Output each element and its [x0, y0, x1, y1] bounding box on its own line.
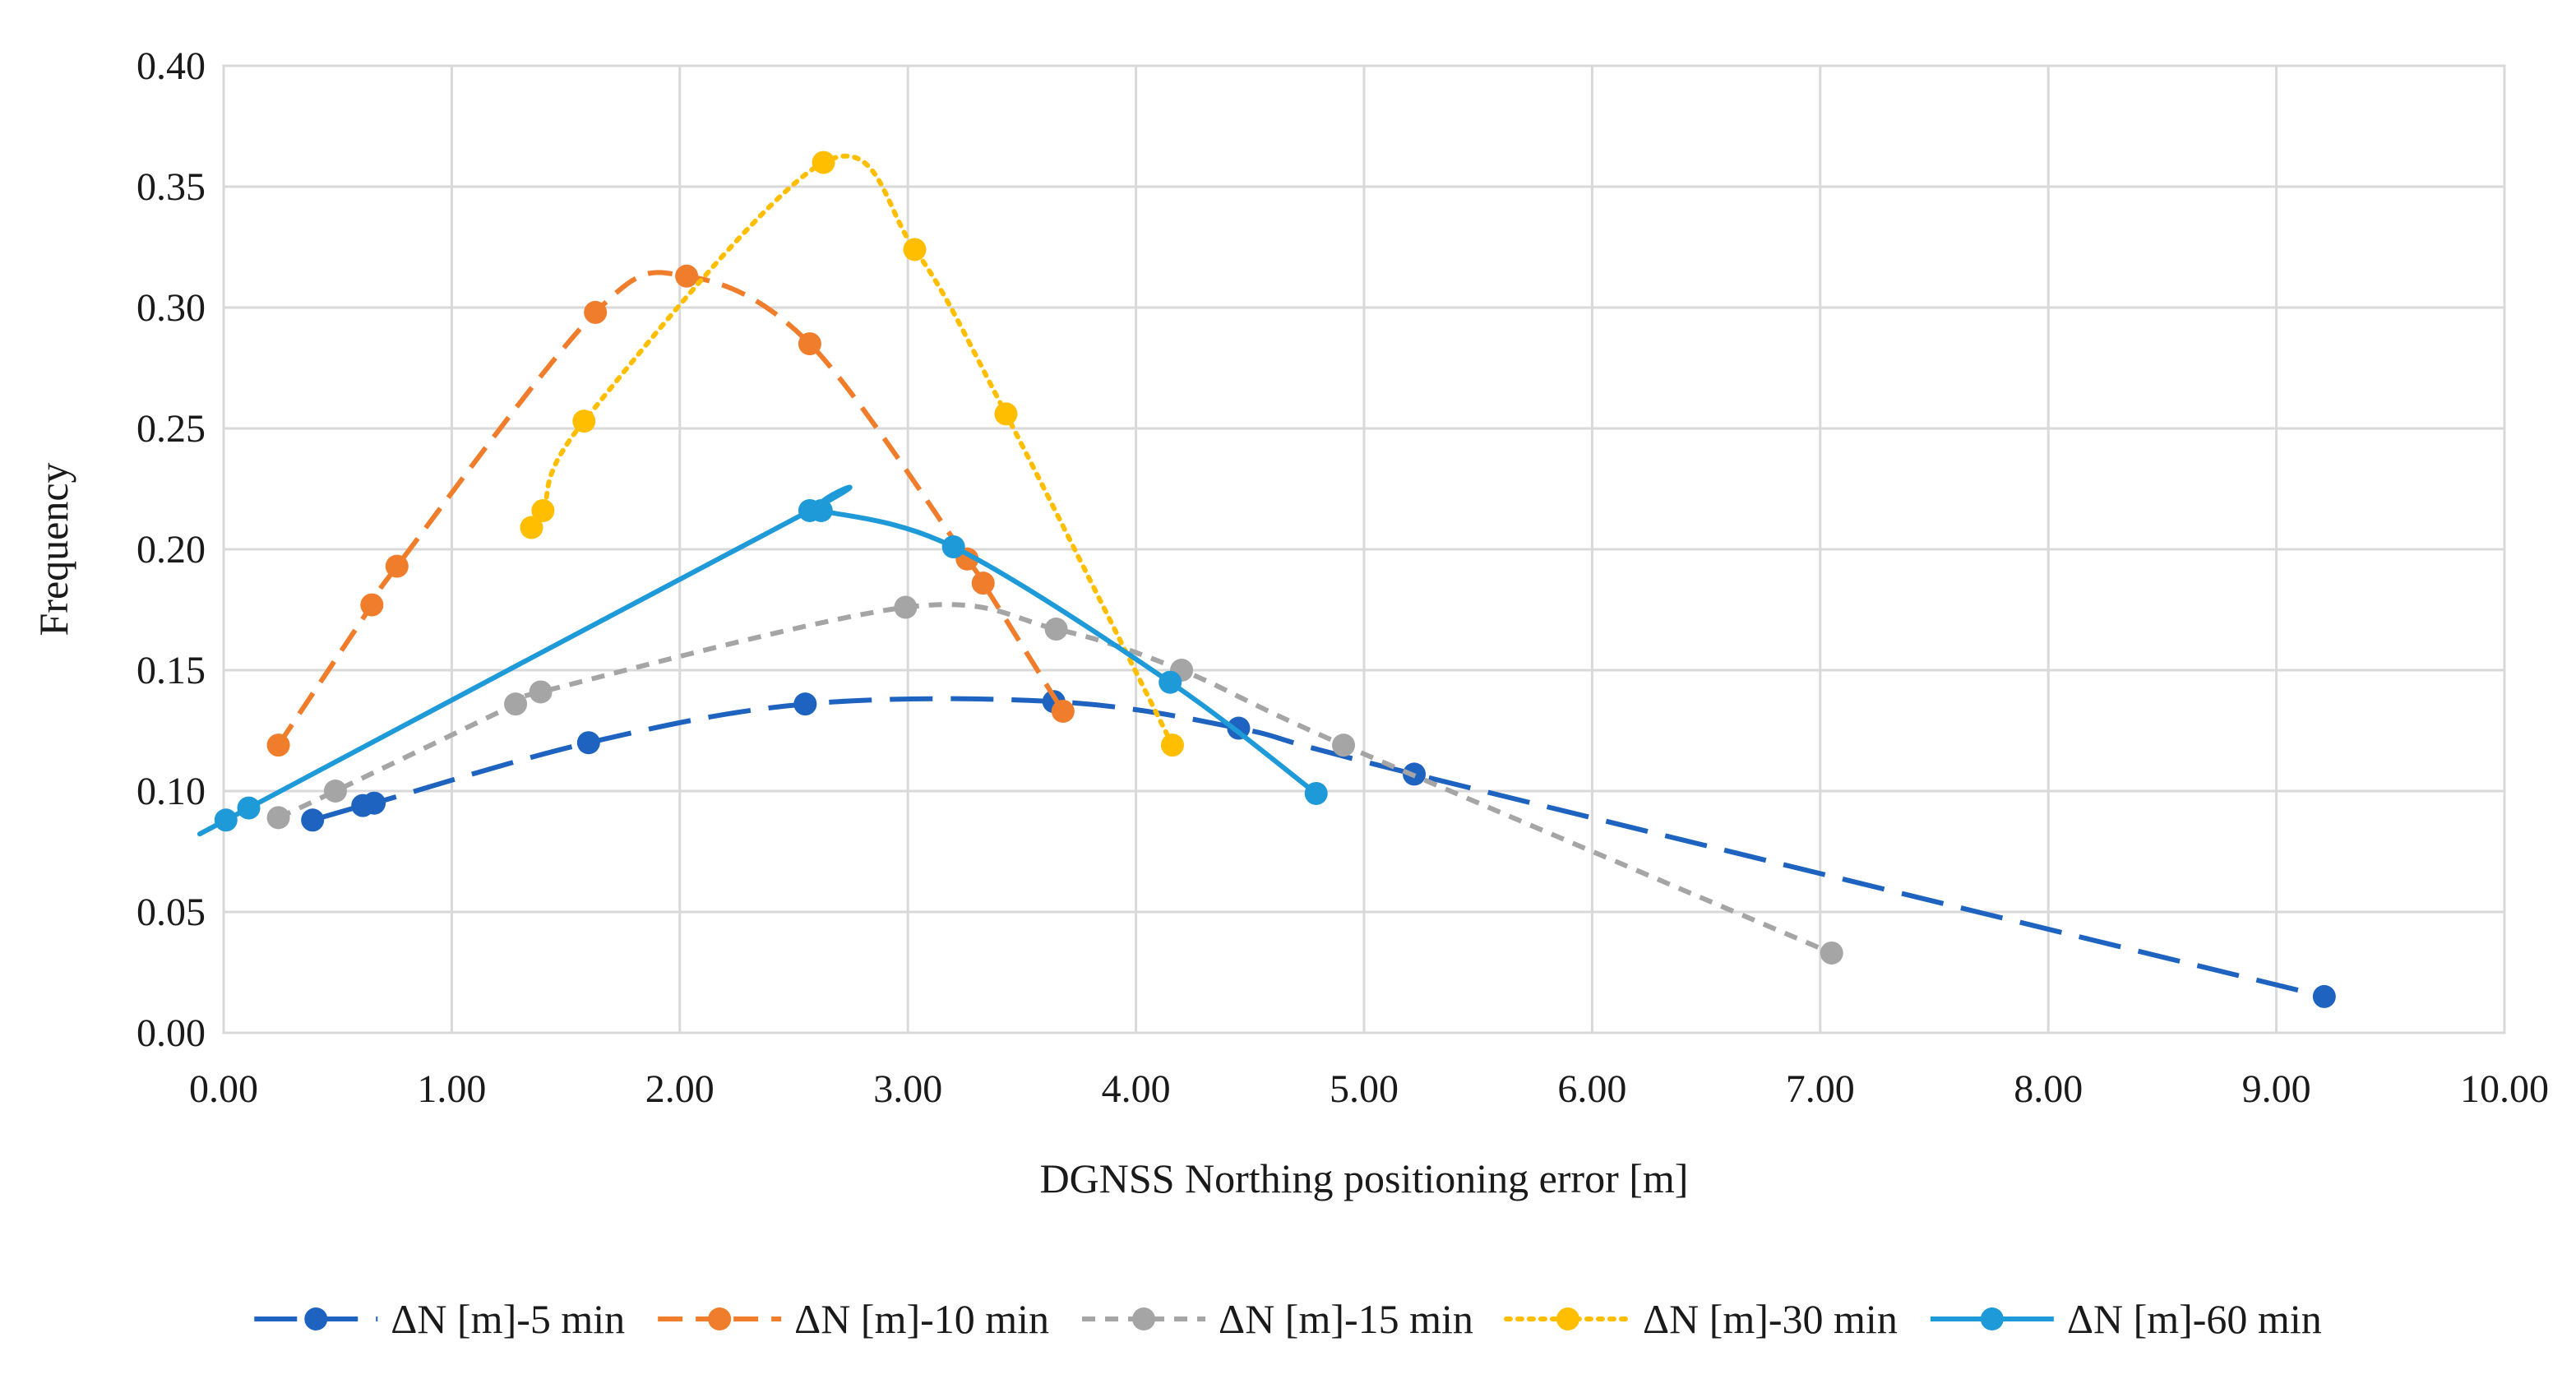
data-point: [1160, 733, 1184, 757]
y-tick-label: 0.25: [136, 407, 206, 451]
legend-marker: [1556, 1307, 1579, 1330]
data-point: [576, 731, 600, 755]
data-point: [941, 535, 965, 559]
y-tick-label: 0.10: [136, 770, 206, 813]
data-point: [572, 410, 596, 433]
legend-item-4[interactable]: ΔN [m]-30 min: [1503, 1296, 1898, 1342]
data-point: [1051, 699, 1075, 723]
x-tick-label: 2.00: [645, 1067, 715, 1111]
data-point: [363, 791, 386, 815]
data-point: [214, 808, 238, 832]
x-tick-label: 6.00: [1557, 1067, 1626, 1111]
data-point: [675, 264, 699, 288]
y-tick-label: 0.15: [136, 649, 206, 692]
axes: 0.00 0.05 0.10 0.15 0.20 0.25 0.30 0.35 0.40 0.00…: [30, 44, 2549, 1201]
x-tick-label: 0.00: [189, 1067, 258, 1111]
x-tick-label: 1.00: [417, 1067, 486, 1111]
data-series: [197, 150, 2336, 1008]
y-tick-label: 0.05: [136, 891, 206, 934]
series-line: [312, 696, 2325, 999]
data-point: [793, 692, 817, 716]
series-3: [266, 595, 1843, 965]
data-point: [894, 595, 918, 619]
legend: ΔN [m]-5 min ΔN [m]-10 min ΔN [m]-15 min ΔN…: [254, 1296, 2322, 1342]
x-tick-label: 5.00: [1330, 1067, 1399, 1111]
data-point: [1159, 670, 1182, 694]
x-tick-label: 4.00: [1102, 1067, 1171, 1111]
data-point: [798, 332, 821, 356]
legend-marker: [708, 1307, 732, 1330]
y-tick-label: 0.40: [136, 44, 206, 88]
y-tick-label: 0.00: [136, 1011, 206, 1055]
y-tick-label: 0.30: [136, 286, 206, 330]
data-point: [1820, 941, 1843, 965]
data-point: [531, 498, 555, 522]
data-point: [584, 300, 608, 324]
y-tick-label: 0.35: [136, 165, 206, 209]
x-tick-label: 3.00: [873, 1067, 942, 1111]
data-point: [809, 498, 833, 522]
data-point: [1332, 733, 1356, 757]
legend-marker: [304, 1307, 328, 1330]
legend-marker: [1980, 1307, 2004, 1330]
x-tick-label: 9.00: [2242, 1067, 2311, 1111]
data-point: [301, 808, 325, 832]
series-2: [266, 264, 1075, 757]
x-tick-label: 8.00: [2014, 1067, 2083, 1111]
data-point: [971, 571, 995, 595]
data-point: [360, 593, 384, 617]
data-point: [529, 680, 553, 704]
legend-label: ΔN [m]-60 min: [2067, 1296, 2322, 1342]
data-point: [812, 150, 835, 174]
legend-item-5[interactable]: ΔN [m]-60 min: [1930, 1296, 2322, 1342]
x-axis-title: DGNSS Northing positioning error [m]: [1040, 1155, 1689, 1201]
series-line: [529, 154, 1175, 748]
legend-item-3[interactable]: ΔN [m]-15 min: [1082, 1296, 1473, 1342]
data-point: [266, 806, 290, 830]
legend-label: ΔN [m]-15 min: [1219, 1296, 1473, 1342]
data-point: [385, 554, 409, 578]
data-point: [1044, 618, 1068, 641]
data-point: [237, 796, 261, 820]
x-tick-label: 10.00: [2460, 1067, 2549, 1111]
series-line: [276, 270, 1066, 747]
series-line: [277, 602, 1833, 956]
data-point: [903, 238, 927, 261]
data-point: [504, 692, 528, 716]
y-axis-title: Frequency: [30, 462, 76, 636]
series-5: [197, 484, 1328, 837]
data-point: [2312, 984, 2336, 1008]
y-tick-label: 0.20: [136, 528, 206, 571]
legend-item-2[interactable]: ΔN [m]-10 min: [658, 1296, 1049, 1342]
series-line: [197, 484, 1318, 837]
data-point: [994, 402, 1018, 426]
legend-item-1[interactable]: ΔN [m]-5 min: [254, 1296, 625, 1342]
series-1: [301, 690, 2336, 1008]
gridlines: [222, 64, 2506, 1034]
data-point: [520, 516, 543, 539]
legend-marker: [1132, 1307, 1156, 1330]
data-point: [323, 780, 347, 803]
legend-label: ΔN [m]-10 min: [794, 1296, 1049, 1342]
data-point: [1304, 781, 1328, 805]
legend-label: ΔN [m]-5 min: [391, 1296, 625, 1342]
data-point: [266, 733, 290, 757]
x-tick-label: 7.00: [1786, 1067, 1855, 1111]
legend-label: ΔN [m]-30 min: [1643, 1296, 1898, 1342]
series-4: [520, 150, 1184, 757]
